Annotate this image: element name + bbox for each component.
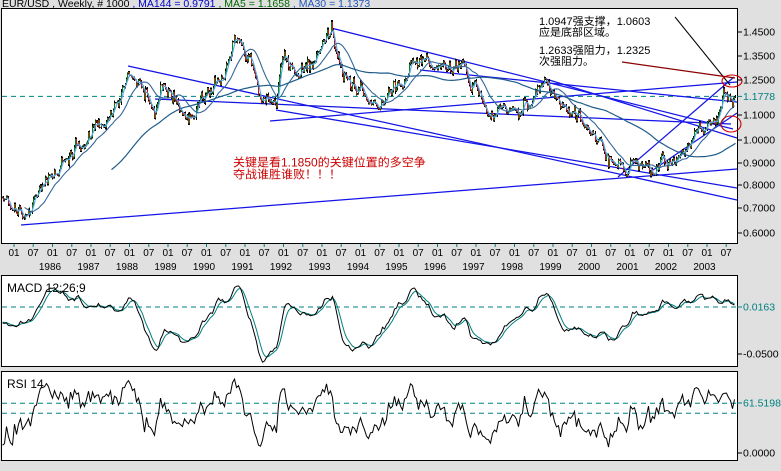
svg-text:07: 07 [721,248,733,259]
svg-text:01: 01 [432,248,444,259]
svg-text:0.8000: 0.8000 [743,180,775,192]
svg-text:01: 01 [355,248,367,259]
svg-text:07: 07 [259,248,271,259]
svg-text:07: 07 [66,248,78,259]
svg-text:07: 07 [490,248,502,259]
svg-text:2003: 2003 [693,262,716,273]
svg-text:07: 07 [567,248,579,259]
svg-text:1987: 1987 [77,262,100,273]
svg-text:2002: 2002 [655,262,678,273]
svg-text:1992: 1992 [270,262,293,273]
svg-text:1991: 1991 [231,262,254,273]
svg-text:0.0000: 0.0000 [743,448,775,460]
svg-text:1.2633: 1.2633 [539,45,573,57]
svg-text:RSI 14: RSI 14 [7,377,44,391]
svg-text:1.1778: 1.1778 [743,91,775,103]
svg-text:07: 07 [105,248,117,259]
svg-text:07: 07 [143,248,155,259]
svg-text:01: 01 [278,248,290,259]
svg-text:1.1000: 1.1000 [743,110,775,122]
svg-text:07: 07 [182,248,194,259]
svg-text:07: 07 [528,248,540,259]
svg-text:0.0163: 0.0163 [743,302,775,314]
svg-text:1.2500: 1.2500 [743,75,775,87]
svg-text:1996: 1996 [424,262,447,273]
svg-text:07: 07 [682,248,694,259]
svg-text:07: 07 [28,248,40,259]
svg-text:01: 01 [547,248,559,259]
svg-text:01: 01 [701,248,713,259]
svg-text:1.1850: 1.1850 [281,156,318,170]
svg-text:01: 01 [8,248,20,259]
svg-text:07: 07 [297,248,309,259]
svg-text:07: 07 [605,248,617,259]
svg-text:1.2325: 1.2325 [617,45,651,57]
svg-text:1.4500: 1.4500 [743,27,775,39]
svg-text:1990: 1990 [193,262,216,273]
svg-text:0.9000: 0.9000 [743,158,775,170]
svg-text:1.3500: 1.3500 [743,51,775,63]
svg-text:01: 01 [393,248,405,259]
svg-text:1994: 1994 [347,262,370,273]
svg-text:01: 01 [47,248,59,259]
svg-text:1.0000: 1.0000 [743,135,775,147]
svg-text:07: 07 [451,248,463,259]
svg-text:1998: 1998 [501,262,524,273]
svg-text:EUR/USD , Weekly, # 1000 , MA1: EUR/USD , Weekly, # 1000 , MA144 = 0.979… [2,0,370,10]
svg-text:07: 07 [374,248,386,259]
svg-text:1997: 1997 [462,262,485,273]
svg-text:01: 01 [201,248,213,259]
svg-text:61.5198: 61.5198 [743,398,781,410]
svg-text:MACD 12;26;9: MACD 12;26;9 [7,281,86,295]
svg-text:2000: 2000 [578,262,601,273]
svg-text:01: 01 [470,248,482,259]
svg-text:1989: 1989 [154,262,177,273]
svg-text:01: 01 [162,248,174,259]
svg-text:07: 07 [413,248,425,259]
svg-text:1999: 1999 [539,262,562,273]
svg-text:07: 07 [336,248,348,259]
svg-text:1988: 1988 [116,262,139,273]
svg-text:1.0603: 1.0603 [617,16,651,28]
svg-text:01: 01 [663,248,675,259]
svg-text:01: 01 [85,248,97,259]
svg-text:01: 01 [124,248,136,259]
svg-text:01: 01 [239,248,251,259]
svg-text:1995: 1995 [385,262,408,273]
svg-text:07: 07 [644,248,656,259]
svg-text:07: 07 [220,248,232,259]
svg-text:1986: 1986 [39,262,62,273]
svg-text:1993: 1993 [308,262,331,273]
svg-text:01: 01 [509,248,521,259]
svg-text:01: 01 [624,248,636,259]
svg-text:2001: 2001 [616,262,639,273]
svg-text:01: 01 [316,248,328,259]
svg-text:01: 01 [586,248,598,259]
svg-text:-0.0500: -0.0500 [743,349,779,361]
svg-text:0.7000: 0.7000 [743,203,775,215]
svg-text:0.6000: 0.6000 [743,228,775,240]
svg-text:1.0947: 1.0947 [539,16,573,28]
